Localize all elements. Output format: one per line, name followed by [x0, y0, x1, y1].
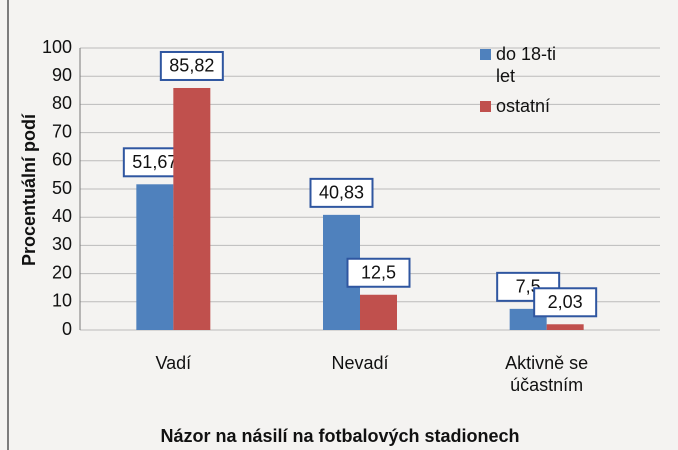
bar — [546, 324, 584, 330]
legend-label: do 18-ti let — [496, 44, 557, 86]
y-tick-label: 90 — [52, 65, 72, 85]
y-axis-label: Procentuální podí — [19, 113, 39, 266]
y-tick-label: 100 — [42, 37, 72, 57]
bar — [360, 294, 397, 330]
x-axis-label: Názor na násilí na fotbalových stadionec… — [160, 426, 519, 446]
legend-swatch — [480, 49, 491, 60]
value-label: 85,82 — [169, 56, 214, 76]
x-tick-label: Nevadí — [331, 353, 389, 373]
x-tick-label: Aktivně se účastním — [505, 353, 589, 395]
y-tick-label: 80 — [52, 93, 72, 113]
x-tick-label: Vadí — [155, 353, 192, 373]
legend-label: ostatní — [496, 96, 551, 116]
value-label: 2,03 — [548, 292, 583, 312]
value-label-box — [496, 271, 561, 302]
bar — [173, 87, 211, 330]
y-tick-label: 60 — [52, 150, 72, 170]
value-label: 12,5 — [361, 263, 396, 283]
legend-swatch — [480, 101, 491, 112]
y-tick-label: 40 — [52, 206, 72, 226]
value-label: 40,83 — [319, 183, 364, 203]
y-tick-label: 50 — [52, 178, 72, 198]
y-tick-label: 0 — [62, 319, 72, 339]
value-label-box — [309, 177, 374, 208]
y-tick-label: 30 — [52, 234, 72, 254]
y-tick-label: 70 — [52, 121, 72, 141]
y-tick-label: 10 — [52, 291, 72, 311]
bar — [136, 184, 174, 330]
y-tick-label: 20 — [52, 262, 72, 282]
value-label-box — [159, 50, 224, 81]
value-label: 51,67 — [132, 152, 177, 172]
value-label-box — [346, 257, 411, 288]
value-label-box — [533, 287, 598, 318]
